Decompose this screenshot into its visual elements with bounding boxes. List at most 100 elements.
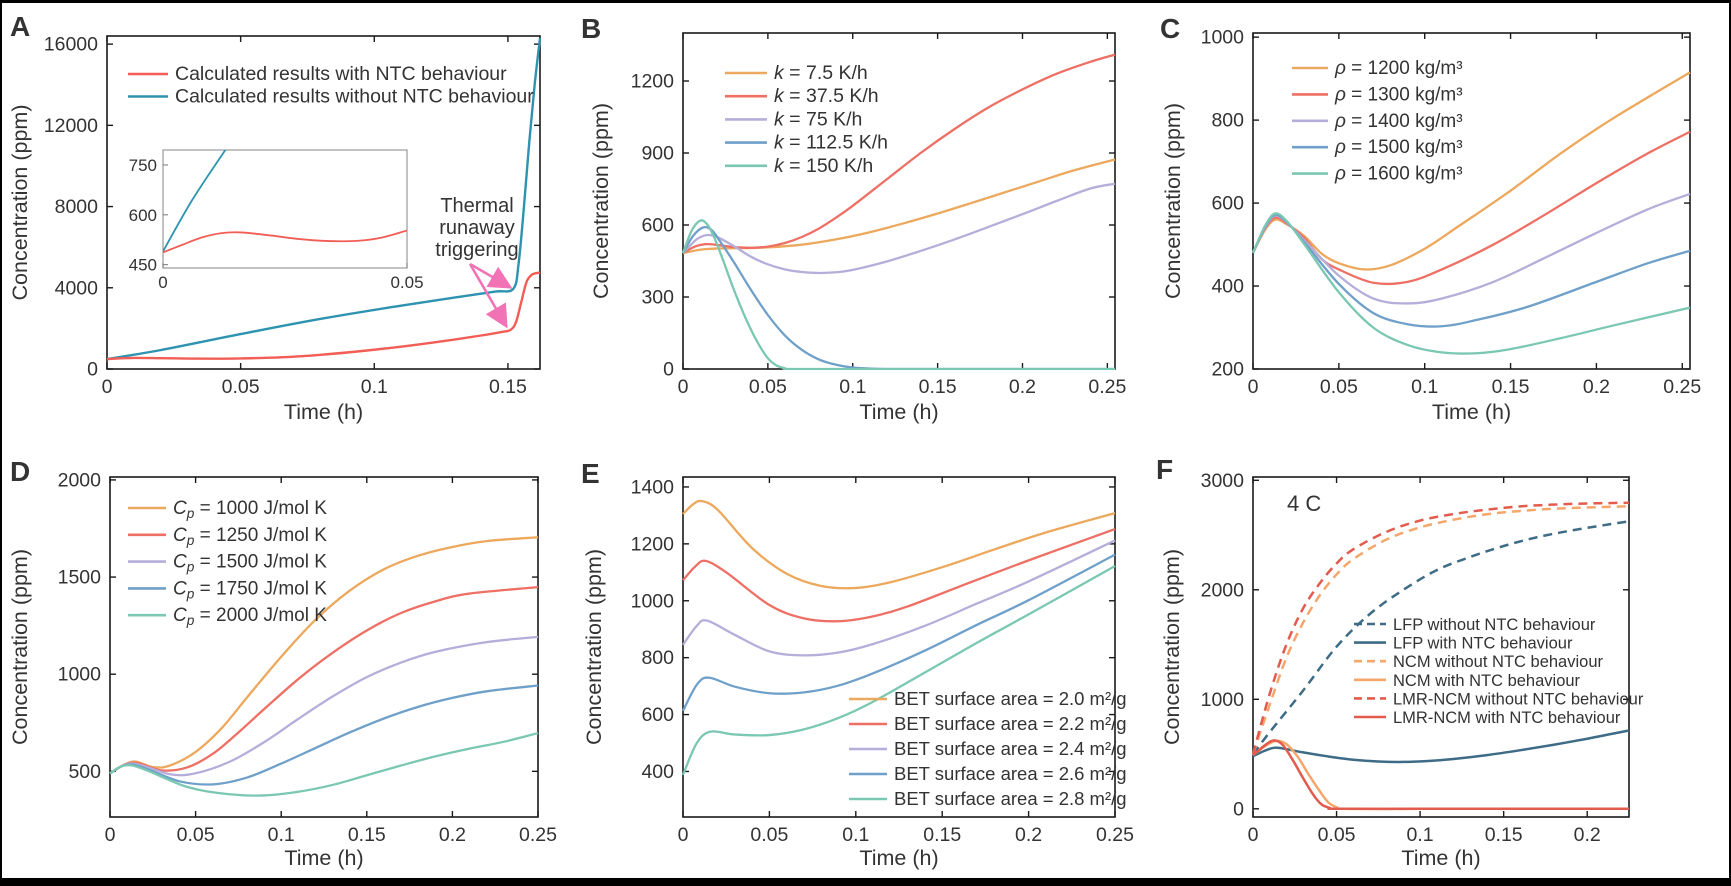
legend-C: ρ = 1200 kg/m³ ρ = 1300 kg/m³ ρ = 1400 kg/…: [1292, 58, 1463, 185]
x-tick-label-B: 0.15: [919, 376, 957, 398]
y-axis-label-C: Concentration (ppm): [1161, 103, 1185, 299]
y-tick-label-D: 2000: [58, 469, 102, 491]
curve-B-k-150: [682, 219, 1115, 370]
x-axis-label-B: Time (h): [859, 400, 938, 424]
curves-B: [682, 53, 1116, 370]
curve-A-with-NTC-behaviour: [106, 271, 541, 361]
annotation-thermal-runaway-line-0: Thermal: [440, 195, 513, 217]
panel-F-chart: 0 0.05 0.1 0.15 0.2 0 1000 2000 3000 Time (h) Conc…: [1156, 454, 1644, 870]
x-tick-label-D: 0.1: [268, 824, 295, 846]
legend-label-D-1: Cp = 1250 J/mol K: [173, 525, 327, 548]
legend-label-D-3: Cp = 1750 J/mol K: [173, 578, 327, 601]
legend-label-B-2: k = 75 K/h: [774, 108, 862, 130]
legend-label-F-4: LMR-NCM without NTC behaviour: [1393, 690, 1644, 708]
curve-inset-without-NTC: [163, 150, 227, 252]
legend-label-C-1: ρ = 1300 kg/m³: [1334, 84, 1463, 105]
y-tick-label-C: 1000: [1201, 27, 1245, 49]
y-tick-label-D: 1000: [58, 664, 102, 686]
x-tick-label-F: 0.1: [1407, 824, 1434, 846]
curve-D-cp-2000: [109, 731, 539, 797]
y-tick-label-E: 1400: [631, 476, 675, 498]
y-tick-label-F: 2000: [1201, 579, 1245, 601]
axes-box-E: [682, 476, 1116, 818]
inset-x-tick: 0.05: [390, 273, 423, 292]
curve-E-bet-2p8: [682, 565, 1116, 776]
legend-label-D-2: Cp = 1500 J/mol K: [173, 552, 327, 575]
x-tick-label-A: 0.15: [489, 376, 527, 398]
curve-D-cp-1250: [109, 586, 539, 775]
curve-E-bet-2p0: [682, 499, 1116, 590]
panel-d: 0 0.05 0.1 0.15 0.2 0.25 500 1000 1500 2000 Time (…: [0, 443, 577, 886]
legend-label-C-4: ρ = 1600 kg/m³: [1334, 164, 1463, 185]
x-axis-label-A: Time (h): [284, 400, 363, 424]
y-tick-label-B: 600: [641, 215, 674, 237]
y-tick-label-E: 1000: [631, 590, 675, 612]
panel-B-chart: 0 0.05 0.1 0.15 0.2 0.25 0 300 600 900 1200 Time (h…: [581, 13, 1126, 424]
axes-box-B: [682, 32, 1116, 370]
axes-box-D: [109, 476, 539, 818]
annotation-rate-F: 4 C: [1287, 491, 1321, 516]
inset-y-tick: 450: [129, 256, 157, 275]
legend-label-C-3: ρ = 1500 kg/m³: [1334, 137, 1463, 158]
x-tick-label-C: 0.05: [1320, 376, 1358, 398]
panel-e: 0 0.05 0.1 0.15 0.2 0.25 400 600 800 1000 1200 1400…: [577, 443, 1154, 886]
y-axis-label-E: Concentration (ppm): [582, 549, 606, 745]
curve-inset-with-NTC: [163, 229, 407, 254]
figure-border-top: [0, 0, 1731, 3]
panel-b: 0 0.05 0.1 0.15 0.2 0.25 0 300 600 900 1200 Time (h…: [577, 0, 1154, 443]
x-tick-label-C: 0.15: [1492, 376, 1530, 398]
x-axis-label-C: Time (h): [1432, 400, 1511, 424]
x-axis-label-D: Time (h): [284, 846, 363, 870]
y-tick-label-B: 0: [663, 359, 674, 381]
axes-box-C: [1252, 32, 1691, 370]
y-tick-label-A: 0: [87, 359, 98, 381]
y-tick-label-B: 1200: [631, 71, 675, 93]
curve-B-k-37p5: [682, 53, 1116, 255]
y-tick-label-E: 600: [641, 704, 674, 726]
annotation-thermal-runaway-line-1: runaway: [439, 217, 515, 239]
curve-E-bet-2p4: [682, 539, 1116, 657]
y-tick-label-B: 900: [641, 143, 674, 165]
x-tick-label-D: 0.25: [519, 824, 557, 846]
inset-y-tick: 600: [129, 206, 157, 225]
x-tick-label-C: 0.2: [1583, 376, 1610, 398]
curve-C-rho-1500: [1252, 213, 1691, 328]
x-tick-label-B: 0.25: [1088, 376, 1126, 398]
inset-y-tick: 750: [129, 156, 157, 175]
x-tick-label-D: 0.05: [177, 824, 215, 846]
x-tick-label-D: 0.15: [348, 824, 386, 846]
y-tick-label-F: 1000: [1201, 689, 1245, 711]
panel-a: 0 0.05 0.1 0.15 0 4000 8000 12000 16000 Time (h) C…: [0, 0, 577, 443]
y-axis-label-B: Concentration (ppm): [589, 103, 613, 299]
x-tick-label-F: 0.15: [1485, 824, 1523, 846]
legend-E: BET surface area = 2.0 m²/g BET surface a…: [849, 688, 1127, 809]
x-tick-label-A: 0.1: [361, 376, 388, 398]
legend-label-E-0: BET surface area = 2.0 m²/g: [894, 688, 1127, 709]
x-tick-label-A: 0.05: [222, 376, 260, 398]
y-tick-label-C: 400: [1211, 276, 1244, 298]
x-tick-label-E: 0.1: [842, 824, 869, 846]
x-axis-label-E: Time (h): [859, 846, 938, 870]
legend-label-E-4: BET surface area = 2.8 m²/g: [894, 788, 1127, 809]
legend-D: Cp = 1000 J/mol K Cp = 1250 J/mol K Cp = 1…: [128, 498, 327, 628]
curves-C: [1252, 71, 1691, 355]
curve-B-k-75: [682, 182, 1116, 275]
y-tick-label-A: 12000: [44, 115, 98, 137]
y-tick-label-E: 1200: [631, 533, 675, 555]
y-axis-label-D: Concentration (ppm): [8, 549, 32, 745]
figure-border-bottom: [0, 878, 1731, 886]
curve-F-lfp-with-ntc: [1252, 729, 1630, 764]
legend-label-F-1: LFP with NTC behaviour: [1393, 635, 1573, 653]
annotation-arrow-0: [469, 262, 513, 289]
legend-A: Calculated results with NTC behaviourCal…: [128, 63, 534, 108]
axes-box-A: [106, 35, 541, 370]
figure-border-left: [0, 0, 2, 886]
y-tick-label-C: 800: [1211, 110, 1244, 132]
y-tick-label-E: 800: [641, 647, 674, 669]
y-axis-label-F: Concentration (ppm): [1160, 549, 1184, 745]
curve-E-bet-2p2: [682, 527, 1116, 623]
legend-label-E-1: BET surface area = 2.2 m²/g: [894, 713, 1127, 734]
panel-D-chart: 0 0.05 0.1 0.15 0.2 0.25 500 1000 1500 2000 Time (…: [8, 456, 557, 870]
y-tick-label-C: 200: [1211, 359, 1244, 381]
curve-F-ncm-with-ntc: [1252, 739, 1629, 811]
